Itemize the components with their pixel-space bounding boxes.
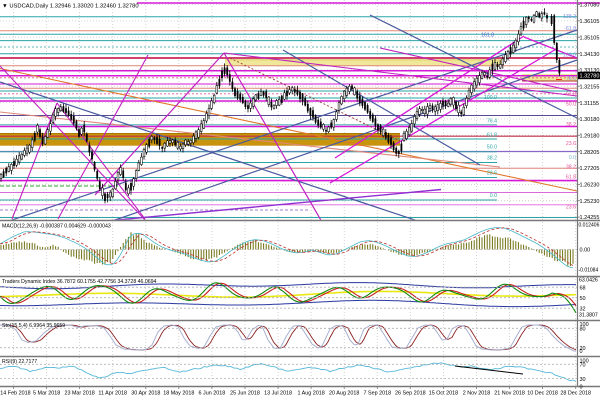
svg-text:26 Sep 2018: 26 Sep 2018 [395, 391, 426, 397]
svg-text:38.2: 38.2 [566, 165, 576, 171]
svg-text:50: 50 [580, 296, 586, 302]
svg-text:1.28205: 1.28205 [580, 150, 600, 156]
svg-text:0: 0 [580, 349, 583, 355]
svg-text:1.34130: 1.34130 [580, 52, 600, 58]
svg-text:1.26230: 1.26230 [580, 183, 600, 189]
svg-text:38.2: 38.2 [566, 122, 576, 128]
svg-text:6 Jun 2018: 6 Jun 2018 [199, 391, 226, 397]
svg-text:20: 20 [580, 346, 586, 352]
svg-text:13 Jul 2018: 13 Jul 2018 [264, 391, 292, 397]
svg-text:Sto(15,5,4) 6.9964 35.9659: Sto(15,5,4) 6.9964 35.9659 [2, 323, 65, 329]
svg-text:30 Apr 2018: 30 Apr 2018 [131, 391, 160, 397]
svg-text:1.35105: 1.35105 [580, 35, 600, 41]
svg-text:32: 32 [580, 306, 586, 312]
svg-text:10 Dec 2018: 10 Dec 2018 [527, 391, 558, 397]
svg-text:18 May 2018: 18 May 2018 [163, 391, 194, 397]
svg-text:25 Jun 2018: 25 Jun 2018 [230, 391, 260, 397]
svg-text:RSI(9) 22.7177: RSI(9) 22.7177 [2, 359, 37, 365]
svg-text:38.2: 38.2 [487, 156, 497, 162]
svg-text:1.33130: 1.33130 [580, 68, 600, 74]
svg-text:80: 80 [580, 327, 586, 333]
svg-text:63.0426: 63.0426 [579, 278, 598, 284]
svg-text:1.36105: 1.36105 [580, 19, 600, 25]
svg-text:76.4: 76.4 [487, 119, 497, 125]
svg-text:161.8: 161.8 [481, 33, 494, 39]
svg-text:31.3807: 31.3807 [579, 313, 598, 319]
svg-text:5 Mar 2018: 5 Mar 2018 [33, 391, 60, 397]
svg-text:61.8: 61.8 [487, 133, 497, 139]
svg-text:1.30180: 1.30180 [580, 117, 600, 123]
svg-text:1.27205: 1.27205 [580, 166, 600, 172]
svg-text:1 Aug 2018: 1 Aug 2018 [297, 391, 324, 397]
svg-text:50.0: 50.0 [487, 145, 497, 151]
svg-text:61.8: 61.8 [566, 175, 576, 181]
svg-text:2 Nov 2018: 2 Nov 2018 [463, 391, 491, 397]
svg-text:20 Aug 2018: 20 Aug 2018 [329, 391, 359, 397]
svg-text:70: 70 [580, 363, 586, 369]
svg-text:1.24255: 1.24255 [580, 215, 600, 221]
svg-text:-61.8: -61.8 [564, 26, 576, 32]
svg-text:▼ USDCAD,Daily 1.32946 1.3302: ▼ USDCAD,Daily 1.32946 1.33020 1.32460 1… [2, 4, 139, 10]
svg-text:50.0: 50.0 [566, 102, 576, 108]
svg-text:7 Sep 2018: 7 Sep 2018 [364, 391, 392, 397]
svg-text:100: 100 [580, 322, 589, 328]
svg-text:0.00: 0.00 [580, 248, 591, 254]
svg-text:1.37080: 1.37080 [580, 3, 600, 9]
svg-text:0.0: 0.0 [569, 155, 576, 161]
svg-text:1.32155: 1.32155 [580, 85, 600, 91]
svg-text:15 Oct 2018: 15 Oct 2018 [429, 391, 458, 397]
svg-text:1.25230: 1.25230 [580, 199, 600, 205]
svg-text:Traders Dynamic Index 36.7872: Traders Dynamic Index 36.7872 60.1755 42… [2, 279, 157, 285]
svg-text:61.8: 61.8 [566, 92, 576, 98]
svg-text:23 Mar 2018: 23 Mar 2018 [64, 391, 94, 397]
svg-text:-0.01084: -0.01084 [579, 268, 599, 274]
svg-text:MACD(12,26,9) -0.000387 0.0046: MACD(12,26,9) -0.000387 0.004629 -0.0000… [2, 224, 111, 230]
svg-text:100.0: 100.0 [484, 95, 497, 101]
svg-text:0.0: 0.0 [490, 193, 497, 199]
svg-text:100.0: 100.0 [563, 53, 576, 59]
svg-text:138.2: 138.2 [563, 14, 576, 20]
svg-text:23.6: 23.6 [487, 171, 497, 177]
svg-text:1.29180: 1.29180 [580, 134, 600, 140]
svg-text:21 Nov 2018: 21 Nov 2018 [494, 391, 525, 397]
svg-text:23.6: 23.6 [566, 205, 576, 211]
svg-text:1.32780: 1.32780 [580, 74, 600, 80]
svg-text:0: 0 [580, 384, 583, 390]
svg-text:78.6: 78.6 [566, 76, 576, 82]
svg-text:11 Apr 2018: 11 Apr 2018 [98, 391, 127, 397]
svg-text:0.012406: 0.012406 [579, 223, 600, 229]
svg-text:100: 100 [580, 358, 589, 364]
svg-text:23.6: 23.6 [566, 141, 576, 147]
svg-text:68: 68 [580, 285, 586, 291]
svg-text:1.31155: 1.31155 [580, 101, 599, 107]
svg-text:14 Feb 2018: 14 Feb 2018 [0, 391, 30, 397]
svg-text:30: 30 [580, 377, 586, 383]
svg-text:28 Dec 2018: 28 Dec 2018 [560, 391, 591, 397]
